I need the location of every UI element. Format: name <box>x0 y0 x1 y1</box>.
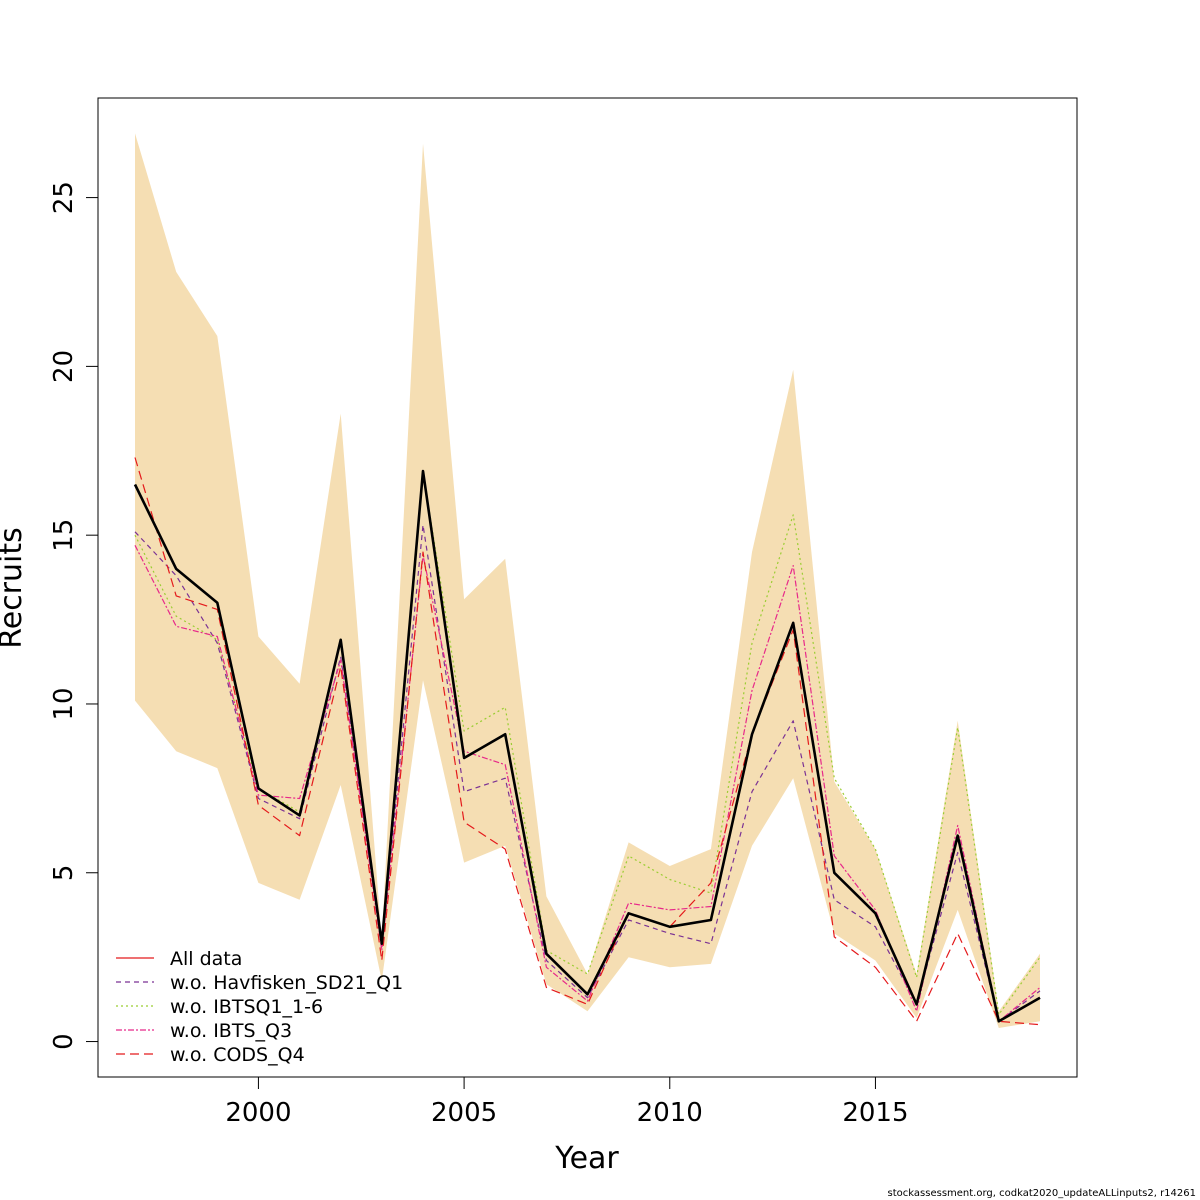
y-tick-label: 5 <box>49 865 79 882</box>
legend-label: w.o. IBTSQ1_1-6 <box>170 996 323 1018</box>
legend-label: w.o. CODS_Q4 <box>170 1044 305 1066</box>
x-tick-label: 2005 <box>431 1098 497 1128</box>
x-tick-label: 2010 <box>637 1098 703 1128</box>
y-tick-label: 15 <box>49 519 79 552</box>
x-tick-label: 2015 <box>842 1098 908 1128</box>
y-axis: 0 5 10 15 20 25 <box>49 181 99 1050</box>
x-axis-title: Year <box>554 1141 619 1176</box>
legend-label: w.o. IBTS_Q3 <box>170 1020 292 1042</box>
y-tick-label: 20 <box>49 350 79 383</box>
series-line-w-o-ibts-q3 <box>134 545 1041 1022</box>
y-tick-label: 25 <box>49 181 79 214</box>
legend-label: w.o. Havfisken_SD21_Q1 <box>170 972 403 994</box>
series-layer <box>133 457 1041 1026</box>
y-axis-title: Recruits <box>0 527 29 649</box>
y-tick-label: 10 <box>49 687 79 720</box>
y-tick-label: 0 <box>49 1033 79 1050</box>
footer-credit: stockassessment.org, codkat2020_updateAL… <box>888 1188 1196 1199</box>
series-line-w-o-havfisken-sd21-q1 <box>134 524 1041 1022</box>
x-tick-label: 2000 <box>225 1098 291 1128</box>
legend-label: All data <box>170 948 242 970</box>
series-line-all-data <box>133 469 1041 1023</box>
x-axis: 2000 2005 2010 2015 <box>225 1076 909 1128</box>
series-line-w-o-cods-q4 <box>134 457 1041 1026</box>
